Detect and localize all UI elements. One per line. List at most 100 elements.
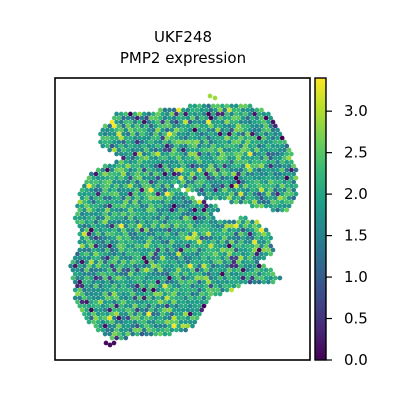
expression-spot xyxy=(254,235,260,241)
expression-spot xyxy=(155,271,161,277)
expression-spot xyxy=(217,275,223,281)
expression-spot xyxy=(118,143,124,149)
expression-spot xyxy=(236,275,241,281)
expression-spot xyxy=(231,139,237,145)
expression-spot xyxy=(293,167,299,173)
expression-spot xyxy=(291,163,297,169)
expression-spot xyxy=(164,199,170,205)
expression-spot xyxy=(155,263,161,269)
expression-spot xyxy=(259,235,264,241)
expression-spot xyxy=(217,195,223,201)
expression-spot xyxy=(144,171,149,177)
expression-spot xyxy=(151,247,156,253)
expression-spot xyxy=(238,255,244,261)
expression-spot xyxy=(243,127,248,133)
expression-spot xyxy=(118,263,124,269)
expression-spot xyxy=(116,283,122,289)
expression-spot xyxy=(160,231,165,237)
expression-spot xyxy=(123,199,129,205)
expression-spot xyxy=(245,187,251,193)
expression-spot xyxy=(157,115,163,121)
expression-spot xyxy=(75,275,80,281)
expression-spot xyxy=(84,211,90,217)
expression-spot xyxy=(263,203,269,209)
expression-spot xyxy=(79,227,85,233)
expression-spot xyxy=(224,151,230,157)
expression-spot xyxy=(79,195,85,201)
expression-spot xyxy=(190,267,195,273)
expression-spot xyxy=(224,223,230,229)
expression-spot xyxy=(263,123,269,129)
expression-spot xyxy=(103,340,109,346)
expression-spot xyxy=(201,207,207,213)
expression-spot xyxy=(123,111,129,117)
expression-spot xyxy=(132,159,138,165)
expression-spot xyxy=(105,167,110,173)
expression-spot xyxy=(176,315,182,321)
expression-spot xyxy=(187,103,193,109)
expression-spot xyxy=(210,135,216,141)
expression-spot xyxy=(185,235,191,241)
expression-spot xyxy=(123,319,129,325)
expression-spot xyxy=(167,323,172,329)
expression-spot xyxy=(222,163,228,169)
expression-spot xyxy=(146,143,152,149)
expression-spot xyxy=(134,163,140,169)
expression-spot xyxy=(167,147,172,153)
expression-spot xyxy=(217,235,223,241)
expression-spot xyxy=(169,183,175,189)
expression-spot xyxy=(107,163,113,169)
expression-spot xyxy=(259,155,264,161)
expression-spot xyxy=(282,171,287,177)
expression-spot xyxy=(240,227,246,233)
expression-spot xyxy=(114,135,119,141)
expression-spot xyxy=(183,303,188,309)
expression-spot xyxy=(243,143,248,149)
expression-spot xyxy=(208,195,214,201)
expression-spot xyxy=(77,191,83,197)
expression-spot xyxy=(128,263,133,269)
expression-spot xyxy=(100,263,106,269)
expression-spot xyxy=(118,287,124,293)
expression-spot xyxy=(164,223,170,229)
expression-spot xyxy=(176,195,182,201)
expression-spot xyxy=(114,191,119,197)
expression-spot xyxy=(293,183,299,189)
expression-spot xyxy=(270,119,276,125)
expression-spot xyxy=(192,135,198,141)
expression-spot xyxy=(185,203,191,209)
expression-spot xyxy=(137,231,142,237)
expression-spot xyxy=(146,223,152,229)
expression-spot xyxy=(107,299,113,305)
expression-spot xyxy=(261,271,267,277)
expression-spot xyxy=(174,175,179,181)
expression-spot xyxy=(268,147,274,153)
expression-spot xyxy=(213,195,218,201)
expression-spot xyxy=(192,167,198,173)
expression-spot xyxy=(125,323,131,329)
expression-spot xyxy=(109,183,115,189)
expression-spot xyxy=(72,215,78,221)
expression-spot xyxy=(213,203,218,209)
expression-spot xyxy=(153,331,159,337)
expression-spot xyxy=(215,231,221,237)
expression-spot xyxy=(118,335,124,341)
expression-spot xyxy=(116,299,122,305)
expression-spot xyxy=(164,247,170,253)
expression-spot xyxy=(155,159,161,165)
expression-spot xyxy=(187,215,193,221)
expression-spot xyxy=(151,159,156,165)
expression-spot xyxy=(187,231,193,237)
expression-spot xyxy=(88,291,94,297)
expression-spot xyxy=(141,231,147,237)
expression-spot xyxy=(151,319,156,325)
expression-spot xyxy=(162,299,168,305)
expression-spot xyxy=(93,243,99,249)
expression-spot xyxy=(164,287,170,293)
expression-spot xyxy=(178,319,184,325)
expression-spot xyxy=(178,223,184,229)
expression-spot xyxy=(261,111,267,117)
expression-spot xyxy=(75,291,80,297)
expression-spot xyxy=(208,123,214,129)
expression-spot xyxy=(187,239,193,245)
